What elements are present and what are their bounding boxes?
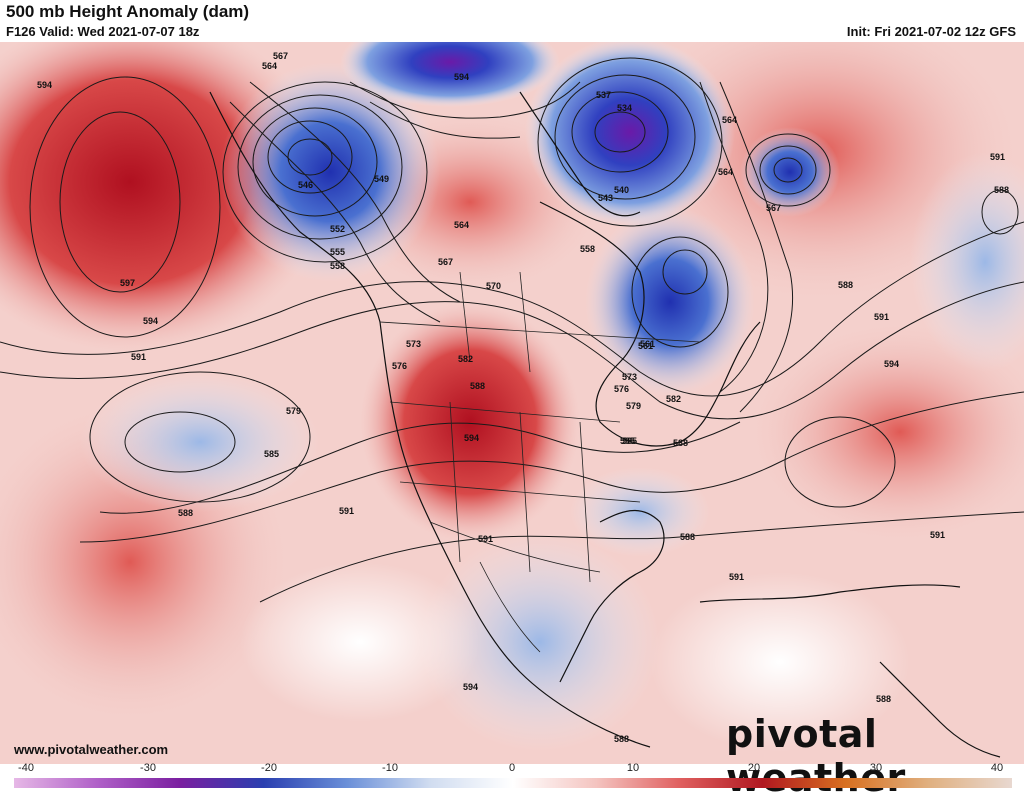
colorbar-tick: -10	[382, 762, 398, 774]
colorbar-tick: -30	[140, 762, 156, 774]
colorbar-tick: 20	[747, 762, 761, 774]
contour-label: 534	[617, 103, 632, 113]
neutral-anomaly-baja	[240, 562, 480, 722]
colorbar-tick: 0	[508, 762, 516, 774]
contour-label: 594	[463, 682, 478, 692]
valid-time: F126 Valid: Wed 2021-07-07 18z	[6, 24, 200, 39]
contour-label: 588	[178, 508, 193, 518]
trough-anomaly-greenland	[740, 127, 840, 217]
contour-label: 564	[262, 61, 277, 71]
colorbar-ticks: -40 -30 -20 -10 0 10 20 30 40	[0, 762, 1024, 776]
contour-label: 585	[620, 436, 635, 446]
contour-label: 561	[640, 339, 655, 349]
contour-label: 591	[874, 312, 889, 322]
colorbar-tick: 40	[990, 762, 1004, 774]
trough-anomaly-east-atlantic	[910, 152, 1024, 372]
contour-label: 558	[330, 261, 345, 271]
header: 500 mb Height Anomaly (dam) F126 Valid: …	[0, 0, 1024, 42]
trough-anomaly-arctic	[340, 42, 560, 107]
coastlines	[209, 91, 1001, 758]
contour-label: 591	[131, 352, 146, 362]
colorbar-tick: 10	[626, 762, 640, 774]
ridge-anomaly-plains	[360, 302, 580, 542]
contour-label: 591	[990, 152, 1005, 162]
contour-label: 579	[626, 401, 641, 411]
contour-label: 564	[454, 220, 469, 230]
contour-label: 594	[464, 433, 479, 443]
contour-label: 591	[478, 534, 493, 544]
contour-labels: 594 567 564 546 549 552 555 558 537 534 …	[37, 51, 1009, 744]
colorbar-fill	[14, 778, 1012, 788]
contour-label: 594	[884, 359, 899, 369]
contour-label: 555	[330, 247, 345, 257]
political-borders	[379, 271, 701, 653]
trough-anomaly-hudson	[585, 207, 755, 397]
init-time: Init: Fri 2021-07-02 12z GFS	[846, 24, 1016, 39]
trough-anomaly-baffin	[525, 42, 735, 227]
contour-label: 594	[143, 316, 158, 326]
contour-label: 594	[454, 72, 469, 82]
contour-label: 558	[580, 244, 595, 254]
contour-label: 537	[596, 90, 611, 100]
contour-label: 552	[330, 224, 345, 234]
colorbar-tick: -20	[261, 762, 277, 774]
contour-label: 573	[406, 339, 421, 349]
contour-label: 540	[614, 185, 629, 195]
contour-label: 582	[458, 354, 473, 364]
ridge-anomaly-subtropical	[750, 322, 1024, 542]
contour-label: 576	[614, 384, 629, 394]
contour-label: 546	[298, 180, 313, 190]
colorbar	[14, 778, 1012, 788]
contour-label: 588	[614, 734, 629, 744]
contour-label: 549	[374, 174, 389, 184]
contour-label: 579	[286, 406, 301, 416]
contour-label: 585	[264, 449, 279, 459]
height-anomaly-field: 594 567 564 546 549 552 555 558 537 534 …	[0, 42, 1024, 764]
contour-label: 564	[722, 115, 737, 125]
height-contours	[0, 57, 1024, 603]
contour-label: 564	[718, 167, 733, 177]
contour-label: 567	[438, 257, 453, 267]
contour-label: 561	[638, 341, 653, 351]
contour-label: 582	[666, 394, 681, 404]
contour-label: 576	[392, 361, 407, 371]
contour-label: 594	[37, 80, 52, 90]
neutral-anomaly-caribbean	[650, 572, 910, 752]
map-title: 500 mb Height Anomaly (dam)	[6, 2, 250, 21]
colorbar-tick: -40	[18, 762, 34, 774]
website-url: www.pivotalweather.com	[14, 742, 169, 757]
colorbar-tick: 30	[869, 762, 883, 774]
contour-label: 597	[120, 278, 135, 288]
contour-label: 543	[598, 193, 613, 203]
contour-label: 588	[994, 185, 1009, 195]
contour-label: 588	[876, 694, 891, 704]
contour-label: 588	[673, 438, 688, 448]
contour-label: 567	[273, 51, 288, 61]
contour-label: 591	[339, 506, 354, 516]
trough-anomaly-pacific	[80, 372, 320, 512]
contour-label: 591	[729, 572, 744, 582]
contour-label: 588	[470, 381, 485, 391]
contour-label: 585	[622, 436, 637, 446]
trough-anomaly-mexico	[420, 532, 660, 752]
contour-label: 588	[680, 532, 695, 542]
contour-label: 591	[930, 530, 945, 540]
trough-anomaly-southeast	[570, 467, 710, 557]
contour-label: 567	[766, 203, 781, 213]
contour-label: 570	[486, 281, 501, 291]
contour-label: 588	[838, 280, 853, 290]
contour-label: 573	[622, 372, 637, 382]
weather-map: 594 567 564 546 549 552 555 558 537 534 …	[0, 42, 1024, 764]
